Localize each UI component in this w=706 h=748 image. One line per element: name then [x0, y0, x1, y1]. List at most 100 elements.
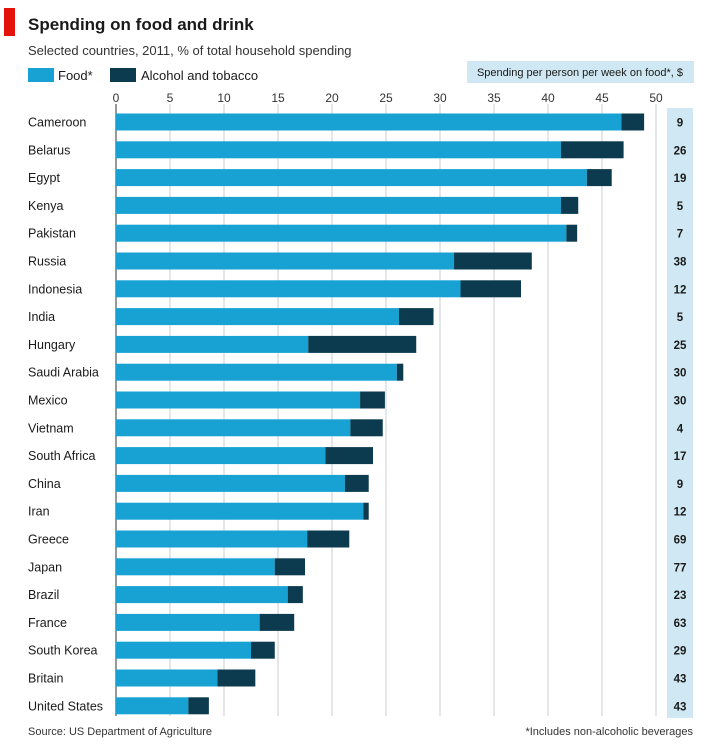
bar-food [116, 196, 561, 214]
category-label: Brazil [28, 588, 59, 602]
side-panel-value: 29 [674, 646, 687, 658]
bar-food [116, 558, 275, 576]
category-label: South Africa [28, 449, 95, 463]
bar-alcohol-tobacco [350, 419, 383, 437]
side-panel-value: 23 [674, 590, 687, 602]
side-panel-value: 7 [677, 229, 683, 241]
bar-alcohol-tobacco [460, 280, 521, 298]
category-label: Belarus [28, 143, 70, 157]
side-panel-value: 9 [677, 118, 683, 130]
side-panel-value: 12 [674, 284, 687, 296]
category-label: Cameroon [28, 116, 86, 130]
source-note: Source: US Department of Agriculture [28, 726, 212, 738]
bar-food [116, 419, 351, 437]
category-label: United States [28, 699, 103, 713]
x-tick-label: 0 [113, 91, 120, 105]
bar-alcohol-tobacco [188, 697, 209, 715]
category-label: South Korea [28, 644, 98, 658]
x-tick-label: 30 [433, 91, 447, 105]
side-panel-value: 9 [677, 479, 683, 491]
accent-bar [4, 8, 15, 36]
bar-alcohol-tobacco [621, 113, 645, 131]
bar-alcohol-tobacco [566, 224, 578, 242]
bar-food [116, 586, 288, 604]
bars [116, 113, 645, 715]
category-label: Iran [28, 505, 50, 519]
side-panel-value: 77 [674, 562, 687, 574]
bar-food [116, 335, 309, 353]
legend-swatch-alcohol [110, 68, 136, 82]
bar-alcohol-tobacco [251, 641, 275, 659]
side-panel-values: 9 26 19 5 7 38 12 5 25 30 30 4 17 9 12 69 77 23 63 29 43 43 [674, 118, 687, 714]
side-panel-value: 4 [677, 423, 684, 435]
bar-food [116, 169, 587, 187]
side-panel-value: 5 [677, 312, 684, 324]
side-panel-value: 30 [674, 368, 687, 380]
legend-label-alcohol: Alcohol and tobacco [141, 68, 258, 83]
bar-alcohol-tobacco [325, 447, 374, 465]
bar-food [116, 308, 399, 326]
category-label: India [28, 310, 55, 324]
side-panel-value: 43 [674, 701, 687, 713]
category-label: Egypt [28, 171, 60, 185]
category-label: Britain [28, 672, 63, 686]
side-panel-value: 5 [677, 201, 684, 213]
bar-alcohol-tobacco [560, 196, 579, 214]
bar-food [116, 224, 567, 242]
bar-alcohol-tobacco [287, 586, 303, 604]
bar-alcohol-tobacco [308, 335, 417, 353]
bar-alcohol-tobacco [454, 252, 532, 270]
category-label: Greece [28, 533, 69, 547]
x-tick-label: 20 [325, 91, 339, 105]
x-tick-label: 10 [217, 91, 231, 105]
bar-alcohol-tobacco [274, 558, 305, 576]
category-label: Russia [28, 255, 66, 269]
bar-alcohol-tobacco [396, 363, 404, 381]
side-panel-value: 25 [674, 340, 687, 352]
side-panel-header: Spending per person per week on food*, $ [477, 67, 683, 79]
category-label: Kenya [28, 199, 63, 213]
bar-food [116, 613, 260, 631]
chart-subtitle: Selected countries, 2011, % of total hou… [28, 43, 352, 58]
legend-swatch-food [28, 68, 54, 82]
bar-food [116, 141, 561, 159]
bar-food [116, 502, 364, 520]
category-label: Vietnam [28, 421, 74, 435]
category-label: China [28, 477, 61, 491]
category-label: Japan [28, 560, 62, 574]
side-panel-value: 12 [674, 507, 687, 519]
category-label: Pakistan [28, 227, 76, 241]
x-tick-label: 15 [271, 91, 285, 105]
side-panel-value: 26 [674, 145, 687, 157]
footnote: *Includes non-alcoholic beverages [525, 726, 693, 738]
category-label: Hungary [28, 338, 76, 352]
bar-alcohol-tobacco [344, 474, 369, 492]
bar-food [116, 474, 345, 492]
side-panel-background [667, 108, 693, 718]
legend: Food* Alcohol and tobacco [28, 68, 258, 83]
category-label: Indonesia [28, 282, 82, 296]
bar-alcohol-tobacco [363, 502, 369, 520]
bar-food [116, 530, 308, 548]
bar-food [116, 669, 218, 687]
bar-alcohol-tobacco [586, 169, 612, 187]
side-panel-value: 30 [674, 396, 687, 408]
legend-label-food: Food* [58, 68, 93, 83]
bar-alcohol-tobacco [398, 308, 434, 326]
x-tick-label: 35 [487, 91, 501, 105]
x-tick-label: 45 [595, 91, 609, 105]
bar-food [116, 252, 455, 270]
side-panel-value: 69 [674, 535, 687, 547]
bar-alcohol-tobacco [360, 391, 385, 409]
x-tick-label: 40 [541, 91, 555, 105]
side-panel-value: 19 [674, 173, 687, 185]
category-labels: Cameroon Belarus Egypt Kenya Pakistan Russia I… [28, 116, 103, 714]
bar-food [116, 363, 397, 381]
side-panel-value: 17 [674, 451, 687, 463]
bar-alcohol-tobacco [307, 530, 350, 548]
bar-food [116, 113, 622, 131]
x-tick-label: 50 [649, 91, 663, 105]
side-panel-value: 38 [674, 257, 687, 269]
x-axis-ticks: 0 5 10 15 20 25 30 35 40 45 50 [113, 91, 663, 105]
